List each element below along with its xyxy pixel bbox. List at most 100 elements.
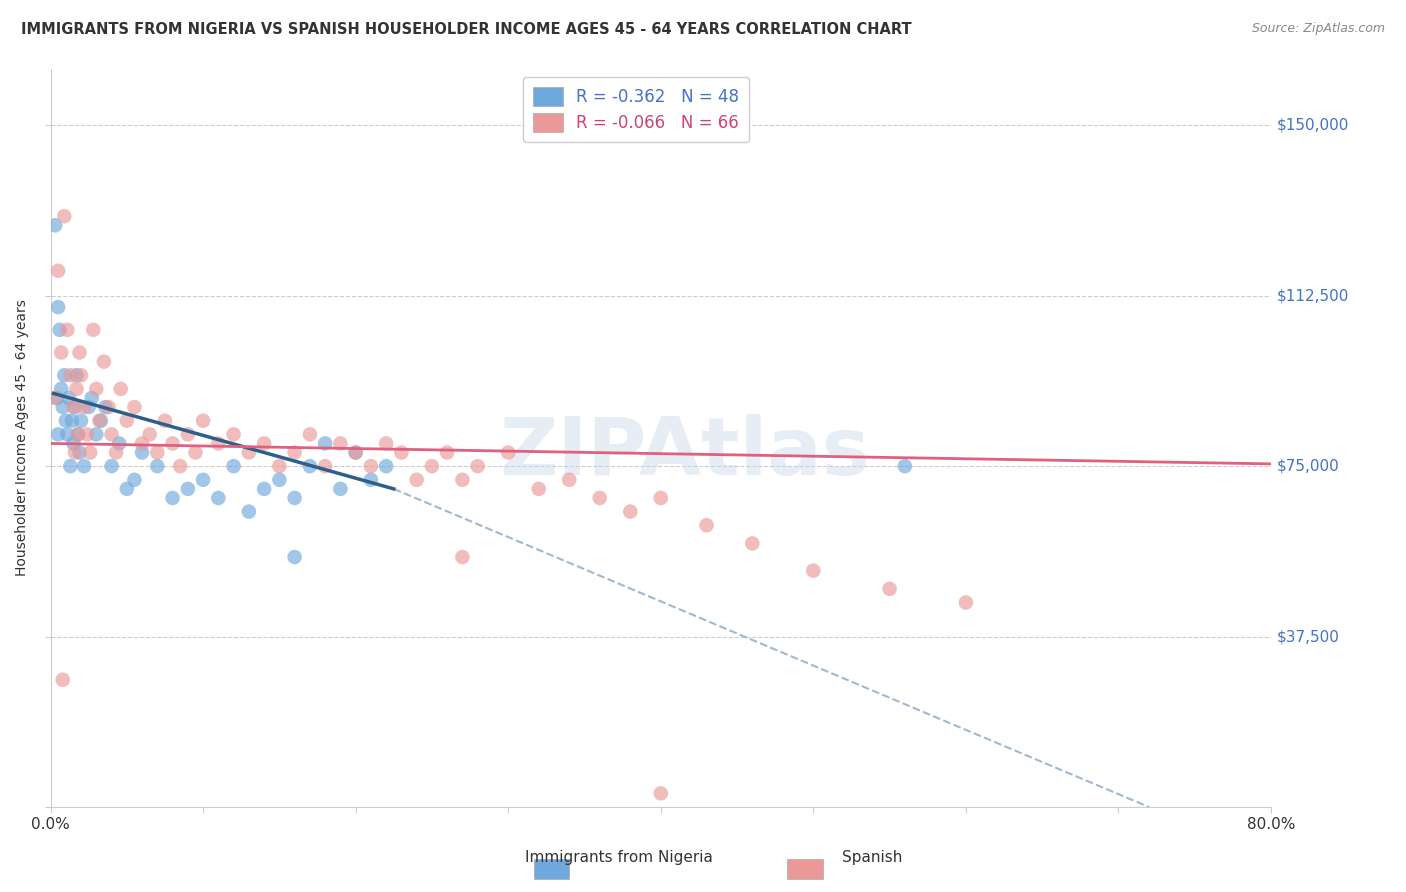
Point (69, 345, 91, 359)
Point (62, 436, 84, 450)
Point (138, 427, 160, 442)
Point (284, 491, 307, 505)
Point (62, 400, 84, 414)
Point (375, 436, 398, 450)
Point (298, 427, 321, 442)
Point (650, 491, 672, 505)
Point (329, 436, 352, 450)
Point (284, 549, 307, 564)
Point (73, 459, 96, 474)
Point (207, 491, 229, 505)
Point (131, 445, 153, 459)
Point (191, 414, 214, 428)
Point (44, 391, 66, 405)
Point (238, 445, 260, 459)
Point (52, 400, 75, 414)
Point (51, 382, 73, 396)
Point (105, 445, 128, 459)
Point (77, 400, 100, 414)
Text: $75,000: $75,000 (1277, 458, 1340, 474)
Text: IMMIGRANTS FROM NIGERIA VS SPANISH HOUSEHOLDER INCOME AGES 45 - 64 YEARS CORRELA: IMMIGRANTS FROM NIGERIA VS SPANISH HOUSE… (21, 22, 911, 37)
Point (45, 391, 67, 405)
Point (527, 482, 550, 496)
Point (184, 445, 207, 459)
Point (253, 436, 276, 450)
Point (253, 482, 276, 496)
Point (115, 414, 138, 428)
Point (66, 427, 89, 442)
Point (451, 549, 474, 564)
Point (169, 459, 191, 474)
Point (696, 518, 718, 533)
Point (269, 459, 291, 474)
Point (420, 459, 443, 474)
Point (589, 491, 612, 505)
Point (110, 382, 132, 396)
Point (53, 368, 76, 383)
Text: $112,500: $112,500 (1277, 288, 1350, 303)
Text: $150,000: $150,000 (1277, 118, 1350, 133)
Point (82, 323, 104, 337)
Point (650, 786, 672, 800)
Point (879, 582, 901, 596)
Point (58, 391, 80, 405)
Point (70, 414, 93, 428)
Point (467, 459, 489, 474)
Point (344, 445, 367, 459)
Point (146, 459, 169, 474)
Point (53, 209, 76, 223)
Point (314, 436, 336, 450)
Point (93, 354, 115, 368)
Point (222, 427, 245, 442)
Point (162, 491, 184, 505)
Point (70, 368, 93, 383)
Point (955, 595, 977, 609)
Point (60, 414, 83, 428)
Point (65, 368, 87, 383)
Point (558, 473, 581, 487)
Point (55, 414, 77, 428)
Y-axis label: Householder Income Ages 45 - 64 years: Householder Income Ages 45 - 64 years (15, 300, 30, 576)
Point (48, 323, 70, 337)
Point (741, 536, 763, 550)
Point (146, 445, 169, 459)
Point (46, 427, 69, 442)
Point (115, 482, 138, 496)
Point (69, 445, 91, 459)
Point (56, 427, 79, 442)
Point (801, 564, 824, 578)
Point (894, 459, 917, 474)
Point (124, 473, 146, 487)
Point (131, 436, 153, 450)
Point (73, 400, 96, 414)
Point (344, 445, 367, 459)
Point (619, 505, 641, 519)
Point (153, 414, 176, 428)
Point (108, 436, 131, 450)
Text: $37,500: $37,500 (1277, 629, 1340, 644)
Point (269, 473, 291, 487)
Point (84, 427, 107, 442)
Point (238, 505, 260, 519)
Point (76, 427, 98, 442)
Point (284, 445, 307, 459)
Point (436, 445, 458, 459)
Point (59, 368, 82, 383)
Point (496, 445, 519, 459)
Point (389, 445, 412, 459)
Text: Spanish: Spanish (842, 850, 901, 865)
Point (360, 459, 382, 474)
Point (124, 400, 146, 414)
Point (46, 300, 69, 314)
Point (405, 473, 427, 487)
Point (177, 482, 200, 496)
Text: ZIPAtlas: ZIPAtlas (499, 414, 870, 491)
Point (51, 345, 73, 359)
Point (84, 382, 107, 396)
Legend: R = -0.362   N = 48, R = -0.066   N = 66: R = -0.362 N = 48, R = -0.066 N = 66 (523, 77, 749, 142)
Point (451, 473, 474, 487)
Point (191, 473, 214, 487)
Point (94, 400, 117, 414)
Point (162, 436, 184, 450)
Point (329, 482, 352, 496)
